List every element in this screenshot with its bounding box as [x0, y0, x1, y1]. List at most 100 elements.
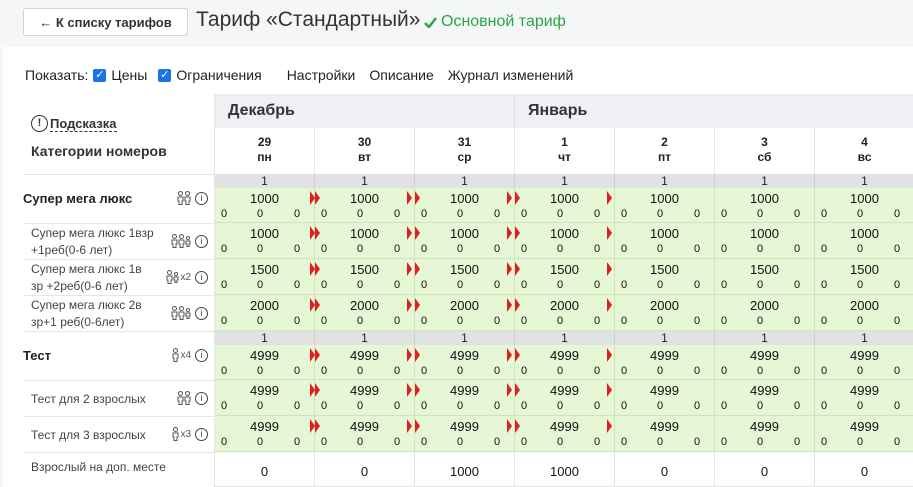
price-cell[interactable]: 4999 0 0 0 [315, 416, 415, 452]
settings-link[interactable]: Настройки [286, 67, 356, 83]
price-cell[interactable]: 0 [715, 452, 815, 487]
price-cell[interactable]: 1500 0 0 0 [815, 259, 913, 295]
zero-value: 0 [621, 365, 628, 377]
price-cell[interactable]: 1000 0 0 0 [415, 223, 515, 259]
availability-cell[interactable]: 1 [515, 331, 615, 345]
price-cell[interactable]: 1000 0 0 0 [815, 188, 913, 223]
price-cell[interactable]: 1500 0 0 0 [715, 259, 815, 295]
price-cell[interactable]: 4999 0 0 0 [315, 380, 415, 416]
change-log-link[interactable]: Журнал изменений [447, 67, 574, 83]
price-cell[interactable]: 1000 0 0 0 [815, 223, 913, 259]
availability-cell[interactable]: 1 [515, 174, 615, 188]
price-cell[interactable]: 1000 0 0 0 [615, 223, 715, 259]
price-cell[interactable]: 4999 0 0 0 [515, 416, 615, 452]
limits-checkbox[interactable]: ✓ Ограничения [158, 67, 262, 83]
availability-cell[interactable]: 1 [615, 174, 715, 188]
availability-cell[interactable]: 1 [815, 331, 913, 345]
price-cell[interactable]: 2000 0 0 0 [515, 295, 615, 331]
zero-value: 0 [657, 400, 664, 412]
price-value: 4999 [550, 383, 579, 398]
info-icon[interactable]: i [195, 191, 208, 205]
price-cell[interactable]: 4999 0 0 0 [615, 416, 715, 452]
price-cell[interactable]: 4999 0 0 0 [215, 416, 315, 452]
price-cell[interactable]: 1500 0 0 0 [315, 259, 415, 295]
availability-cell[interactable]: 1 [315, 331, 415, 345]
price-cell[interactable]: 2000 0 0 0 [715, 295, 815, 331]
price-cell[interactable]: 4999 0 0 0 [215, 345, 315, 380]
price-cell[interactable]: 4999 0 0 0 [715, 416, 815, 452]
price-cell[interactable]: 1000 0 0 0 [515, 223, 615, 259]
price-cell[interactable]: 0 [815, 452, 913, 487]
zero-value: 0 [357, 279, 364, 291]
info-icon[interactable]: i [195, 391, 208, 405]
price-cell[interactable]: 1000 0 0 0 [715, 188, 815, 223]
price-cell[interactable]: 0 [215, 452, 315, 487]
zero-value: 0 [394, 315, 401, 327]
price-cell[interactable]: 4999 0 0 0 [415, 380, 515, 416]
price-cell[interactable]: 1000 0 0 0 [415, 188, 515, 223]
price-cell[interactable]: 2000 0 0 0 [415, 295, 515, 331]
price-cell[interactable]: 1000 [415, 452, 515, 487]
info-icon[interactable]: i [195, 348, 208, 362]
availability-cell[interactable]: 1 [415, 331, 515, 345]
price-cell[interactable]: 1000 0 0 0 [315, 188, 415, 223]
price-cell[interactable]: 4999 0 0 0 [215, 380, 315, 416]
price-cell[interactable]: 4999 0 0 0 [515, 380, 615, 416]
prices-checkbox[interactable]: ✓ Цены [93, 67, 147, 83]
price-cell[interactable]: 2000 0 0 0 [615, 295, 715, 331]
price-cell[interactable]: 1000 0 0 0 [615, 188, 715, 223]
price-cell[interactable]: 2000 0 0 0 [315, 295, 415, 331]
availability-cell[interactable]: 1 [215, 331, 315, 345]
price-cell[interactable]: 4999 0 0 0 [415, 416, 515, 452]
zero-value: 0 [557, 279, 564, 291]
availability-cell[interactable]: 1 [215, 174, 315, 188]
info-icon[interactable]: i [195, 234, 208, 248]
zero-value: 0 [257, 243, 264, 255]
info-icon[interactable]: i [195, 427, 208, 441]
category-name: Взрослый на доп. месте [31, 460, 166, 474]
availability-cell[interactable]: 1 [315, 174, 415, 188]
price-cell[interactable]: 2000 0 0 0 [815, 295, 913, 331]
price-cell[interactable]: 1000 0 0 0 [215, 188, 315, 223]
zero-value: 0 [357, 436, 364, 448]
availability-cell[interactable]: 1 [415, 174, 515, 188]
price-cell[interactable]: 0 [615, 452, 715, 487]
price-cell[interactable]: 2000 0 0 0 [215, 295, 315, 331]
adult-icon [171, 306, 178, 320]
price-cell[interactable]: 1000 0 0 0 [215, 223, 315, 259]
hint-link[interactable]: ! Подсказка [31, 115, 117, 132]
price-cell[interactable]: 1000 [515, 452, 615, 487]
availability-cell[interactable]: 1 [615, 331, 715, 345]
price-cell[interactable]: 1000 0 0 0 [315, 223, 415, 259]
info-icon[interactable]: i [195, 306, 208, 320]
availability-cell[interactable]: 1 [815, 174, 913, 188]
availability-cell[interactable]: 1 [715, 331, 815, 345]
zero-value: 0 [521, 315, 528, 327]
back-to-tariffs-button[interactable]: ← К списку тарифов [23, 8, 188, 36]
price-cell[interactable]: 1500 0 0 0 [415, 259, 515, 295]
room-subcategory-row: Супер мега люкс 1в зр +2реб(0-6 лет) x2 i [23, 259, 215, 295]
price-cell[interactable]: 4999 0 0 0 [815, 380, 913, 416]
price-cell[interactable]: 4999 0 0 0 [715, 380, 815, 416]
adult-icon [177, 391, 184, 405]
zero-value: 0 [357, 243, 364, 255]
availability-cell[interactable]: 1 [715, 174, 815, 188]
description-link[interactable]: Описание [369, 67, 434, 83]
info-icon[interactable]: i [195, 270, 208, 284]
price-cell[interactable]: 1500 0 0 0 [215, 259, 315, 295]
price-cell[interactable]: 4999 0 0 0 [815, 416, 913, 452]
price-cell[interactable]: 1000 0 0 0 [515, 188, 615, 223]
price-cell[interactable]: 4999 0 0 0 [415, 345, 515, 380]
price-cell[interactable]: 1500 0 0 0 [515, 259, 615, 295]
price-cell[interactable]: 0 [315, 452, 415, 487]
price-cell[interactable]: 1500 0 0 0 [615, 259, 715, 295]
price-value: 4999 [850, 383, 879, 398]
adult-icon [171, 234, 178, 248]
price-cell[interactable]: 4999 0 0 0 [315, 345, 415, 380]
price-cell[interactable]: 4999 0 0 0 [715, 345, 815, 380]
price-cell[interactable]: 4999 0 0 0 [615, 345, 715, 380]
price-cell[interactable]: 4999 0 0 0 [815, 345, 913, 380]
price-cell[interactable]: 1000 0 0 0 [715, 223, 815, 259]
price-cell[interactable]: 4999 0 0 0 [515, 345, 615, 380]
price-cell[interactable]: 4999 0 0 0 [615, 380, 715, 416]
